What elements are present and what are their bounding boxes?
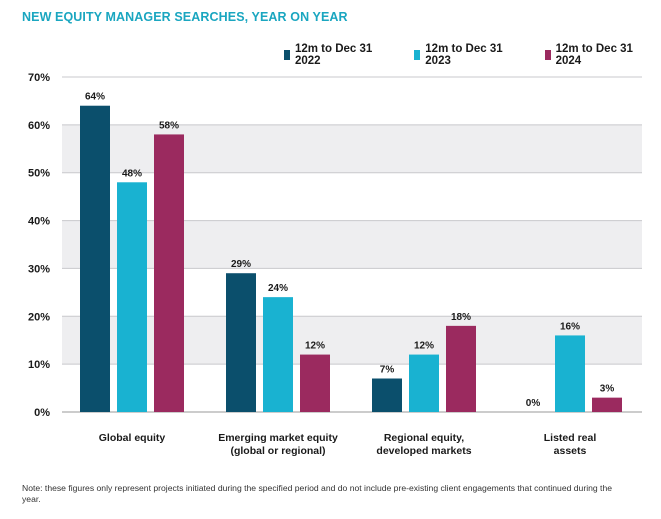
x-category-label: Global equity [99, 432, 166, 444]
y-tick-label: 60% [28, 120, 50, 132]
data-label: 64% [85, 92, 105, 103]
grid-band [62, 124, 642, 173]
bar [80, 105, 110, 412]
data-label: 3% [600, 384, 615, 395]
x-category-label: Regional equity, [384, 432, 464, 444]
legend-item-2024: 12m to Dec 31 2024 [544, 43, 661, 67]
y-tick-label: 50% [28, 168, 50, 180]
legend-label-2023: 12m to Dec 31 2023 [425, 43, 503, 67]
legend-swatch-2022 [284, 50, 290, 60]
x-category-label: Listed real [544, 432, 597, 444]
y-tick-label: 40% [28, 216, 50, 228]
bar [117, 182, 147, 412]
data-label: 12% [305, 341, 325, 352]
bar [300, 354, 330, 412]
grid-band [62, 220, 642, 269]
y-tick-label: 70% [28, 72, 50, 84]
y-tick-label: 10% [28, 359, 50, 371]
data-label: 0% [526, 398, 541, 409]
legend-item-2023: 12m to Dec 31 2023 [414, 43, 530, 67]
legend-label-2022: 12m to Dec 31 2022 [294, 43, 373, 67]
bar [372, 378, 402, 412]
data-label: 24% [268, 283, 288, 294]
data-label: 12% [414, 341, 434, 352]
legend: 12m to Dec 31 2022 12m to Dec 31 2023 12… [284, 43, 661, 67]
legend-label-2024: 12m to Dec 31 2024 [555, 43, 633, 67]
x-category-label: Emerging market equity [218, 432, 338, 444]
data-label: 48% [122, 168, 142, 179]
legend-item-2022: 12m to Dec 31 2022 [284, 43, 400, 67]
x-category-label: (global or regional) [230, 445, 325, 457]
data-label: 58% [159, 120, 179, 131]
data-label: 7% [380, 365, 395, 376]
bar [446, 325, 476, 412]
bar [409, 354, 439, 412]
data-label: 16% [560, 321, 580, 332]
x-category-label: developed markets [376, 445, 471, 457]
footnote: Note: these figures only represent proje… [22, 483, 612, 504]
bar [555, 335, 585, 412]
bar [263, 297, 293, 412]
y-tick-label: 20% [28, 311, 50, 323]
x-category-label: assets [554, 445, 587, 457]
bar [226, 273, 256, 412]
data-label: 18% [451, 312, 471, 323]
legend-swatch-2023 [414, 50, 421, 60]
legend-swatch-2024 [544, 50, 551, 60]
data-label: 29% [231, 259, 251, 270]
y-tick-label: 0% [34, 407, 50, 419]
chart-title: NEW EQUITY MANAGER SEARCHES, YEAR ON YEA… [22, 10, 348, 24]
bar [154, 134, 184, 412]
bar [592, 397, 622, 412]
y-tick-label: 30% [28, 263, 50, 275]
